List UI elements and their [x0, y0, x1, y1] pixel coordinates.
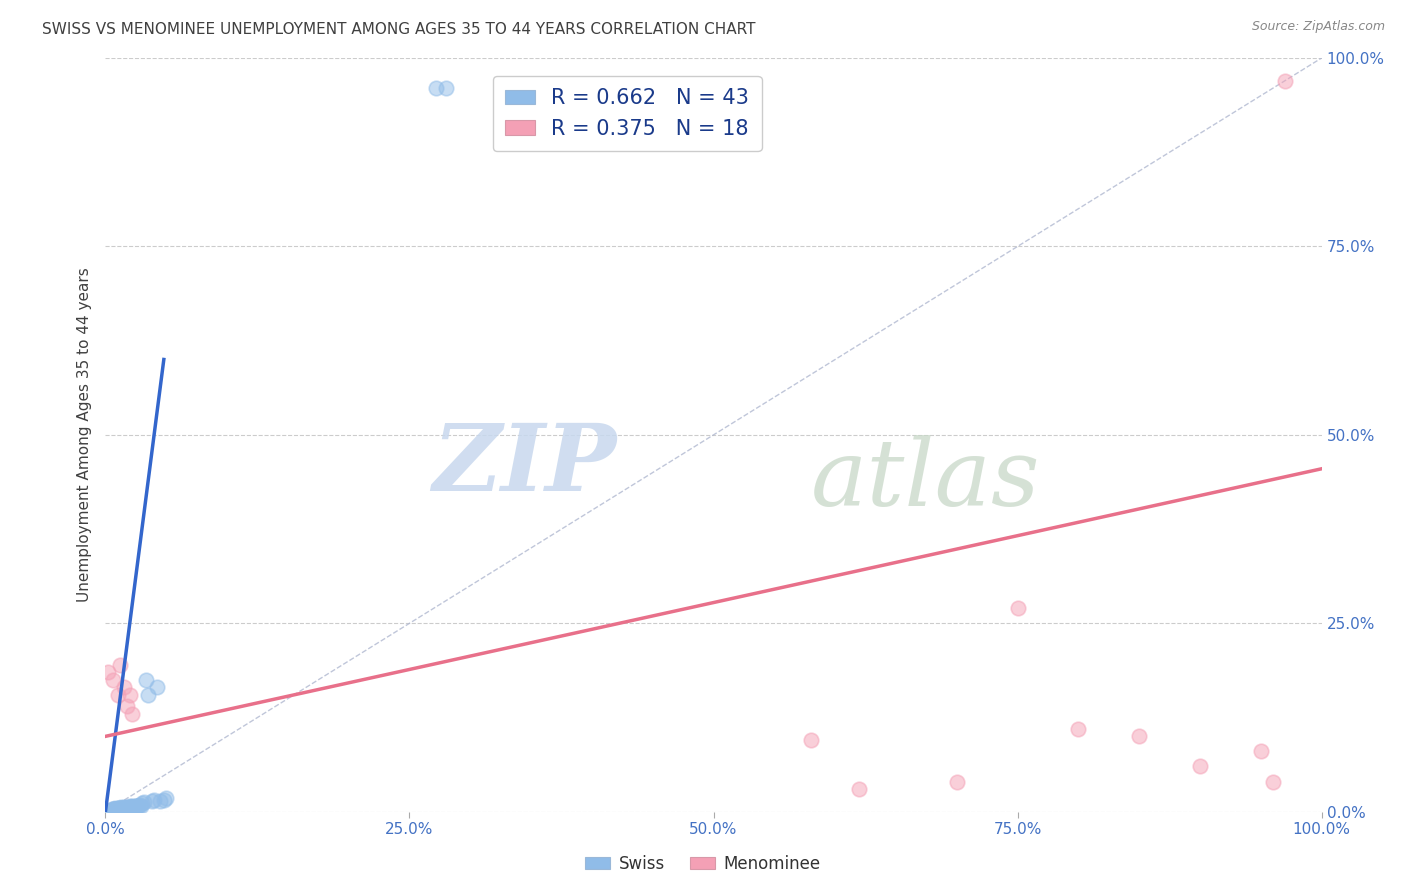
Text: atlas: atlas: [811, 435, 1040, 525]
Point: [134, 795, 156, 809]
Legend: R = 0.662   N = 43, R = 0.375   N = 18: R = 0.662 N = 43, R = 0.375 N = 18: [494, 76, 762, 152]
Text: SWISS VS MENOMINEE UNEMPLOYMENT AMONG AGES 35 TO 44 YEARS CORRELATION CHART: SWISS VS MENOMINEE UNEMPLOYMENT AMONG AG…: [42, 22, 755, 37]
Point: [112, 800, 135, 814]
Point: [108, 802, 131, 816]
Point: [101, 802, 124, 816]
Point: [111, 801, 134, 815]
Y-axis label: Unemployment Among Ages 35 to 44 years: Unemployment Among Ages 35 to 44 years: [77, 268, 93, 602]
Point: [125, 799, 148, 814]
Point: [114, 801, 136, 815]
Point: [104, 801, 127, 815]
Point: [131, 797, 153, 811]
Point: [121, 799, 143, 814]
Point: [124, 798, 146, 813]
Point: [101, 673, 124, 687]
Point: [120, 800, 142, 814]
Point: [434, 81, 457, 95]
Point: [1189, 759, 1212, 773]
Point: [108, 657, 131, 672]
Point: [1250, 744, 1272, 758]
Point: [425, 81, 447, 95]
Point: [122, 800, 145, 814]
Point: [118, 799, 141, 814]
Point: [103, 802, 125, 816]
Point: [153, 792, 176, 806]
Point: [136, 688, 159, 702]
Point: [112, 802, 135, 816]
Point: [145, 681, 167, 695]
Text: Source: ZipAtlas.com: Source: ZipAtlas.com: [1251, 20, 1385, 33]
Point: [945, 774, 967, 789]
Point: [108, 801, 131, 815]
Point: [128, 797, 150, 812]
Point: [129, 798, 152, 813]
Point: [143, 793, 166, 807]
Point: [105, 802, 128, 816]
Point: [118, 801, 141, 815]
Point: [135, 673, 157, 687]
Point: [97, 665, 120, 680]
Point: [110, 802, 132, 816]
Point: [107, 802, 129, 816]
Point: [1261, 774, 1284, 789]
Point: [117, 800, 139, 814]
Point: [108, 801, 131, 815]
Point: [1007, 601, 1029, 615]
Point: [141, 794, 163, 808]
Point: [104, 802, 127, 816]
Point: [1274, 73, 1296, 87]
Point: [107, 688, 129, 702]
Legend: Swiss, Menominee: Swiss, Menominee: [579, 848, 827, 880]
Point: [125, 798, 148, 813]
Point: [1128, 730, 1150, 744]
Point: [155, 791, 177, 805]
Point: [127, 799, 149, 814]
Point: [848, 782, 870, 797]
Point: [115, 800, 138, 814]
Point: [112, 681, 135, 695]
Point: [110, 800, 132, 814]
Point: [117, 801, 139, 815]
Point: [100, 802, 122, 816]
Text: ZIP: ZIP: [432, 420, 616, 510]
Point: [107, 801, 129, 815]
Point: [149, 794, 172, 808]
Point: [800, 733, 823, 747]
Point: [121, 706, 143, 721]
Point: [118, 688, 141, 702]
Point: [1067, 722, 1090, 736]
Point: [117, 699, 139, 714]
